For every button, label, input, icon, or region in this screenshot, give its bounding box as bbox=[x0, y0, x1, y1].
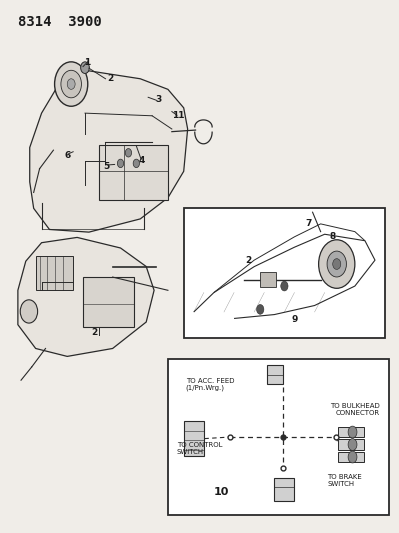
Circle shape bbox=[348, 439, 357, 450]
Circle shape bbox=[327, 251, 346, 277]
Bar bbox=[338, 452, 363, 462]
Polygon shape bbox=[30, 71, 188, 232]
Text: 4: 4 bbox=[139, 156, 146, 165]
Text: TO ACC. FEED
(1/Pn.Wrg.): TO ACC. FEED (1/Pn.Wrg.) bbox=[186, 378, 234, 391]
Text: 3: 3 bbox=[155, 95, 161, 104]
Text: 5: 5 bbox=[104, 161, 110, 171]
Bar bbox=[267, 365, 283, 384]
Bar bbox=[338, 439, 363, 449]
Text: 9: 9 bbox=[291, 315, 298, 324]
Text: TO CONTROL
SWITCH: TO CONTROL SWITCH bbox=[177, 442, 222, 455]
Bar bbox=[99, 145, 168, 200]
Circle shape bbox=[117, 159, 124, 167]
Text: TO BULKHEAD
CONNECTOR: TO BULKHEAD CONNECTOR bbox=[330, 403, 380, 416]
Text: 11: 11 bbox=[172, 111, 184, 120]
Bar bbox=[260, 272, 277, 287]
Circle shape bbox=[67, 79, 75, 90]
Text: 2: 2 bbox=[108, 74, 114, 83]
Text: 8314  3900: 8314 3900 bbox=[18, 15, 102, 29]
Text: 2: 2 bbox=[92, 328, 98, 337]
Text: 10: 10 bbox=[213, 487, 229, 497]
Circle shape bbox=[125, 149, 132, 157]
Circle shape bbox=[20, 300, 38, 323]
Bar bbox=[184, 208, 385, 338]
Bar bbox=[184, 422, 204, 456]
Circle shape bbox=[281, 281, 288, 291]
Circle shape bbox=[333, 259, 341, 270]
Circle shape bbox=[348, 451, 357, 463]
Circle shape bbox=[319, 240, 355, 288]
Circle shape bbox=[133, 159, 140, 167]
Circle shape bbox=[81, 62, 89, 74]
Circle shape bbox=[257, 304, 264, 314]
Bar bbox=[36, 256, 73, 290]
Text: 2: 2 bbox=[245, 256, 251, 265]
Bar bbox=[338, 427, 363, 437]
Bar bbox=[168, 359, 389, 515]
Circle shape bbox=[55, 62, 88, 106]
Text: 6: 6 bbox=[64, 151, 70, 160]
Bar bbox=[274, 478, 294, 501]
Text: 8: 8 bbox=[330, 232, 336, 241]
Bar bbox=[83, 277, 134, 327]
Text: 7: 7 bbox=[305, 220, 312, 228]
Text: 1: 1 bbox=[84, 59, 90, 67]
Text: TO BRAKE
SWITCH: TO BRAKE SWITCH bbox=[327, 474, 362, 488]
Circle shape bbox=[61, 70, 81, 98]
Circle shape bbox=[348, 426, 357, 438]
Polygon shape bbox=[18, 237, 154, 357]
